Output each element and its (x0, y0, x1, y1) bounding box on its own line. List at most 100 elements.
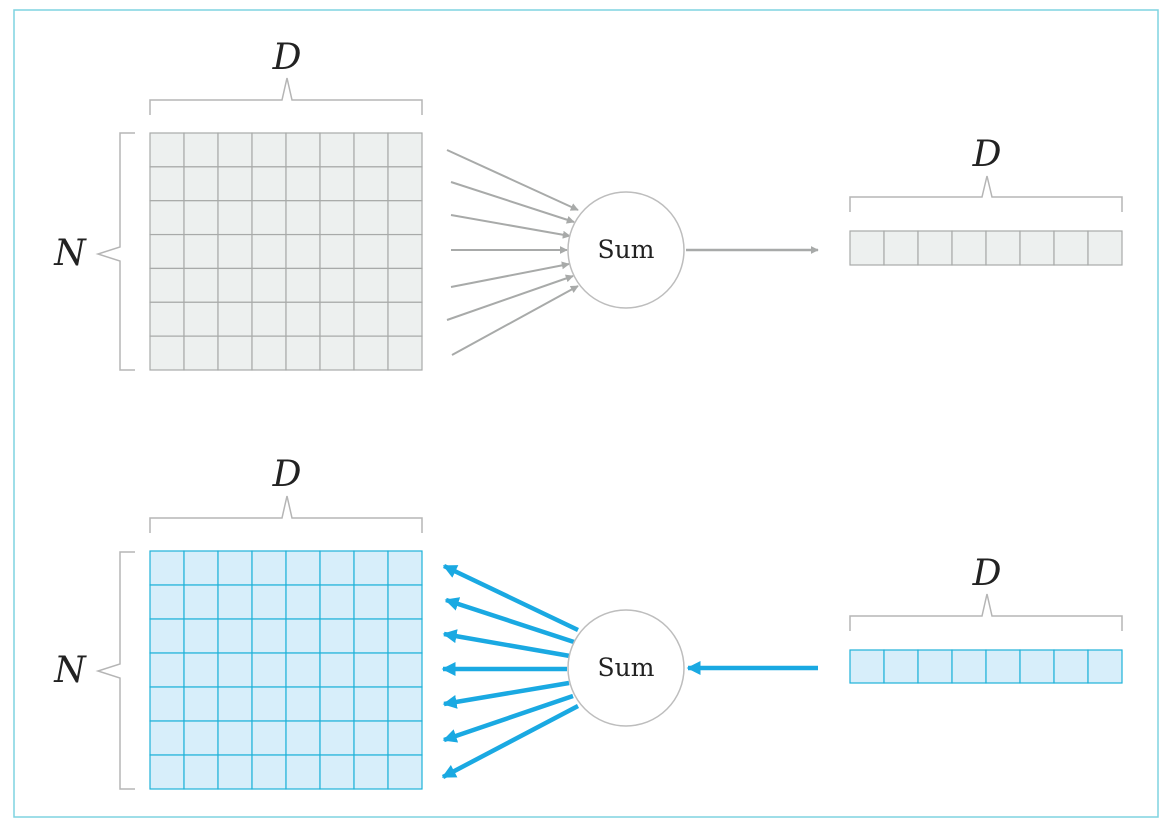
forward-matrix-cell (319, 301, 355, 337)
diagram-frame (13, 9, 1159, 818)
forward-matrix-cell (149, 233, 185, 270)
backward-vector-cell (985, 649, 1021, 684)
backward-arrow (441, 704, 580, 779)
backward-matrix-cell (387, 550, 423, 586)
backward-matrix-cell (251, 686, 287, 722)
backward-matrix-cell (387, 754, 423, 790)
forward-matrix-cell (319, 233, 355, 270)
backward-matrix-cell (251, 720, 287, 756)
forward-arrow (446, 274, 574, 321)
backward-vector-cell (1087, 649, 1123, 684)
backward-gradient-vector (849, 649, 1123, 684)
backward-matrix-cell (353, 754, 389, 790)
backward-matrix-cell (319, 754, 355, 790)
forward-matrix-cell (353, 200, 389, 236)
backward-matrix-cell (285, 652, 321, 688)
forward-matrix-cell (353, 267, 389, 303)
forward-matrix-cell (251, 267, 287, 303)
forward-matrix-cell (217, 301, 253, 337)
backward-matrix-cell (319, 584, 355, 620)
backward-matrix-cell (149, 652, 185, 688)
forward-matrix-cell (217, 200, 253, 236)
forward-sum-node (567, 191, 685, 309)
forward-vector-cell (1087, 230, 1123, 266)
backward-matrix-cell (149, 618, 185, 654)
forward-matrix-cell (353, 166, 389, 202)
forward-matrix-cell (217, 166, 253, 202)
backward-pass: D N Sum D (53, 454, 1123, 790)
forward-output-vector (849, 230, 1123, 266)
forward-matrix-cell (251, 335, 287, 371)
backward-matrix-cell (387, 686, 423, 722)
backward-arrow (442, 693, 574, 743)
forward-arrow (446, 149, 579, 211)
backward-arrow (444, 597, 575, 645)
forward-matrix-cell (387, 166, 423, 202)
backward-gradient-arrows (441, 563, 580, 779)
forward-matrix-cell (285, 301, 321, 337)
backward-matrix-cell (149, 584, 185, 620)
backward-matrix-cell (251, 652, 287, 688)
backward-matrix-cell (183, 686, 219, 722)
forward-input-arrows (446, 149, 579, 356)
forward-matrix-cell (387, 200, 423, 236)
backward-matrix-cell (285, 754, 321, 790)
backward-sum-label: Sum (598, 653, 655, 682)
forward-matrix-cell (353, 233, 389, 270)
backward-matrix-cell (251, 618, 287, 654)
forward-vector-cell (1019, 230, 1055, 266)
backward-input-width-label: D (972, 553, 1002, 594)
forward-matrix-cell (319, 166, 355, 202)
backward-input-width-brace (849, 593, 1123, 631)
forward-vector-cell (883, 230, 919, 266)
forward-matrix-cell (251, 301, 287, 337)
backward-matrix-cell (251, 550, 287, 586)
backward-matrix-cell (387, 618, 423, 654)
backward-matrix-cell (217, 720, 253, 756)
forward-matrix-cell (285, 233, 321, 270)
forward-matrix-cell (251, 233, 287, 270)
forward-matrix-cell (149, 200, 185, 236)
backward-matrix-cell (149, 754, 185, 790)
forward-matrix-cell (149, 267, 185, 303)
forward-matrix-cell (217, 233, 253, 270)
backward-matrix-cell (285, 584, 321, 620)
backward-matrix-cell (149, 720, 185, 756)
forward-matrix-cell (319, 200, 355, 236)
forward-vector-cell (951, 230, 987, 266)
forward-matrix-cell (149, 166, 185, 202)
forward-matrix-cell (251, 132, 287, 168)
backward-matrix-cell (353, 618, 389, 654)
backward-matrix-cell (319, 618, 355, 654)
backward-matrix-cell (217, 550, 253, 586)
backward-matrix-cell (285, 618, 321, 654)
forward-arrow (450, 214, 571, 239)
forward-matrix-cell (387, 335, 423, 371)
forward-matrix-cell (387, 267, 423, 303)
forward-arrow (450, 181, 575, 224)
forward-matrix-cell (387, 301, 423, 337)
backward-matrix-cell (183, 652, 219, 688)
forward-matrix-cell (217, 132, 253, 168)
forward-matrix-cell (353, 335, 389, 371)
backward-matrix-cell (217, 652, 253, 688)
backward-matrix-cell (319, 686, 355, 722)
backward-matrix-cell (149, 686, 185, 722)
forward-matrix-cell (353, 132, 389, 168)
forward-matrix-cell (183, 335, 219, 371)
backward-matrix-cell (353, 652, 389, 688)
forward-vector-cell (917, 230, 953, 266)
forward-matrix-cell (285, 200, 321, 236)
backward-matrix-cell (319, 550, 355, 586)
forward-matrix-cell (319, 132, 355, 168)
forward-arrow (451, 285, 579, 356)
forward-matrix-cell (149, 132, 185, 168)
forward-matrix-cell (251, 200, 287, 236)
forward-matrix-cell (319, 335, 355, 371)
backward-matrix-cell (353, 584, 389, 620)
backward-gradient-matrix (149, 550, 423, 790)
forward-output-width-label: D (972, 134, 1002, 175)
backward-matrix-cell (183, 618, 219, 654)
forward-matrix-cell (183, 267, 219, 303)
